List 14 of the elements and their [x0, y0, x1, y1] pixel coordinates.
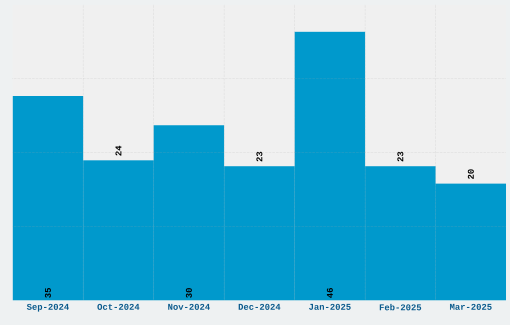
x-tick-label: Nov-2024 [168, 304, 210, 310]
data-label: 35 [44, 288, 51, 298]
x-tick-label: Sep-2024 [26, 304, 69, 312]
x-tick-label: Feb-2025 [380, 304, 422, 310]
x-tick-label: Jan-2025 [309, 304, 351, 310]
data-label: 20 [468, 169, 474, 179]
data-label: 30 [186, 288, 192, 298]
x-tick-label: Oct-2024 [97, 304, 140, 310]
x-tick-label: Mar-2025 [450, 304, 492, 310]
data-label: 46 [326, 288, 333, 298]
data-label: 23 [397, 152, 404, 162]
data-label: 23 [256, 152, 262, 162]
x-tick-label: Dec-2024 [238, 304, 280, 310]
data-label: 24 [115, 146, 122, 156]
